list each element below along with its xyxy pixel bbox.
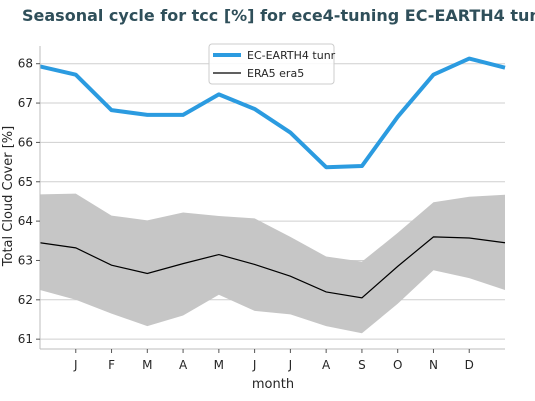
x-tick-label-4: M: [214, 358, 224, 372]
x-tick-label-8: S: [358, 358, 366, 372]
legend-label-ec-earth4-tunr: EC-EARTH4 tunr: [247, 49, 336, 62]
x-tick-label-7: A: [322, 358, 331, 372]
y-tick-label-63: 63: [18, 253, 33, 267]
y-axis-label: Total Cloud Cover [%]: [1, 126, 16, 267]
legend-label-era5: ERA5 era5: [247, 67, 304, 80]
x-tick-label-5: J: [252, 358, 257, 372]
x-tick-label-2: M: [142, 358, 152, 372]
y-tick-label-64: 64: [18, 214, 33, 228]
y-tick-label-66: 66: [18, 135, 33, 149]
axes: [39, 46, 505, 350]
x-tick-label-0: J: [73, 358, 78, 372]
x-tick-label-6: J: [288, 358, 293, 372]
y-tick-label-61: 61: [18, 332, 33, 346]
era5-spread-band: [40, 193, 505, 334]
x-tick-label-3: A: [179, 358, 188, 372]
y-tick-label-67: 67: [18, 96, 33, 110]
era5-line: [39, 236, 506, 299]
x-axis-label: month: [252, 377, 294, 392]
x-tick-label-10: N: [429, 358, 438, 372]
ec-earth4-tunr-line: [39, 56, 506, 170]
x-tick-label-9: O: [393, 358, 402, 372]
y-tick-label-65: 65: [18, 175, 33, 189]
x-tick-label-11: D: [465, 358, 474, 372]
chart-title: Seasonal cycle for tcc [%] for ece4-tuni…: [22, 6, 535, 25]
y-tick-label-62: 62: [18, 293, 33, 307]
y-tick-label-68: 68: [18, 57, 33, 71]
tick-labels: 61 62 63 64 65 66 67 68 J F M A M J J A S O N D: [18, 57, 474, 372]
x-tick-label-1: F: [108, 358, 115, 372]
legend: EC-EARTH4 tunr ERA5 era5: [208, 43, 336, 85]
